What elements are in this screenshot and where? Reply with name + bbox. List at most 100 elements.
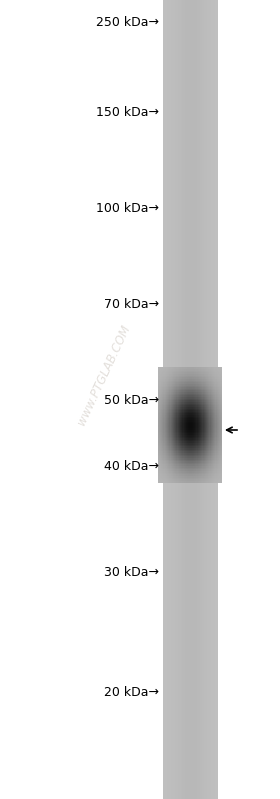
Bar xyxy=(188,399,190,400)
Bar xyxy=(186,451,187,453)
Bar xyxy=(185,471,186,473)
Bar xyxy=(180,427,181,428)
Bar xyxy=(182,428,184,430)
Bar xyxy=(215,461,216,463)
Bar xyxy=(195,456,197,458)
Bar xyxy=(159,464,160,466)
Bar xyxy=(193,458,194,459)
Bar xyxy=(209,411,211,414)
Bar xyxy=(192,436,193,438)
Bar xyxy=(204,377,205,379)
Bar xyxy=(158,425,159,427)
Bar xyxy=(195,467,197,470)
Bar xyxy=(182,413,184,415)
Text: 100 kDa→: 100 kDa→ xyxy=(96,201,159,214)
Bar xyxy=(215,450,216,451)
Bar xyxy=(201,459,202,461)
Bar xyxy=(197,459,198,461)
Bar xyxy=(186,369,187,371)
Bar xyxy=(171,478,172,479)
Bar xyxy=(166,389,167,391)
Bar xyxy=(221,423,222,425)
Bar xyxy=(220,423,221,425)
Bar xyxy=(219,382,220,384)
Bar xyxy=(215,479,216,481)
Bar xyxy=(162,461,164,463)
Bar xyxy=(173,419,174,420)
Bar xyxy=(173,403,174,405)
Bar xyxy=(189,463,191,464)
Bar xyxy=(175,392,176,394)
Bar xyxy=(202,442,204,443)
Bar xyxy=(176,448,178,450)
Bar xyxy=(158,443,159,445)
Bar xyxy=(165,372,166,374)
Bar xyxy=(183,392,185,394)
Bar xyxy=(189,389,191,391)
Bar xyxy=(166,396,167,397)
Bar xyxy=(181,433,182,435)
Bar xyxy=(189,478,191,479)
Bar xyxy=(176,433,178,435)
Bar xyxy=(220,417,221,419)
Bar xyxy=(171,471,172,473)
Bar xyxy=(214,372,215,374)
Bar xyxy=(219,459,220,461)
Bar xyxy=(185,408,186,410)
Bar xyxy=(160,439,161,442)
Bar xyxy=(183,459,185,461)
Bar xyxy=(193,430,194,431)
Bar xyxy=(205,456,206,458)
Bar xyxy=(162,428,164,430)
Bar xyxy=(201,372,202,374)
Bar xyxy=(206,394,207,396)
Bar xyxy=(215,369,216,371)
Bar xyxy=(194,376,195,377)
Bar xyxy=(166,436,167,438)
Bar xyxy=(181,399,182,400)
Bar xyxy=(183,384,185,386)
Bar xyxy=(188,479,190,481)
Bar xyxy=(210,0,211,799)
Bar xyxy=(161,396,162,397)
Bar xyxy=(161,427,162,428)
Bar xyxy=(178,442,179,443)
Bar xyxy=(181,415,182,417)
Bar xyxy=(175,430,176,431)
Bar xyxy=(189,0,190,799)
Bar xyxy=(166,402,167,403)
Bar xyxy=(172,450,173,451)
Bar xyxy=(158,451,159,453)
Bar xyxy=(211,402,212,403)
Bar xyxy=(172,415,173,417)
Bar xyxy=(199,463,200,464)
Bar xyxy=(213,400,214,402)
Bar xyxy=(186,430,187,431)
Bar xyxy=(197,397,198,399)
Bar xyxy=(185,470,186,471)
Bar xyxy=(165,411,166,414)
Bar xyxy=(166,433,167,435)
Bar xyxy=(172,456,173,458)
Bar xyxy=(164,436,165,438)
Bar xyxy=(199,394,200,396)
Bar xyxy=(161,445,162,447)
Bar xyxy=(169,443,171,445)
Bar xyxy=(166,442,167,443)
Bar xyxy=(187,384,188,386)
Bar xyxy=(162,481,164,483)
Bar xyxy=(202,470,204,471)
Bar xyxy=(160,420,161,422)
Bar xyxy=(199,382,200,384)
Bar xyxy=(194,374,195,376)
Bar xyxy=(176,476,178,478)
Bar xyxy=(186,456,187,458)
Bar xyxy=(179,479,180,481)
Bar xyxy=(188,467,190,470)
Bar xyxy=(209,382,211,384)
Bar xyxy=(182,397,184,399)
Bar xyxy=(199,433,200,435)
Bar xyxy=(195,408,197,410)
Bar xyxy=(219,475,220,476)
Bar xyxy=(213,408,214,410)
